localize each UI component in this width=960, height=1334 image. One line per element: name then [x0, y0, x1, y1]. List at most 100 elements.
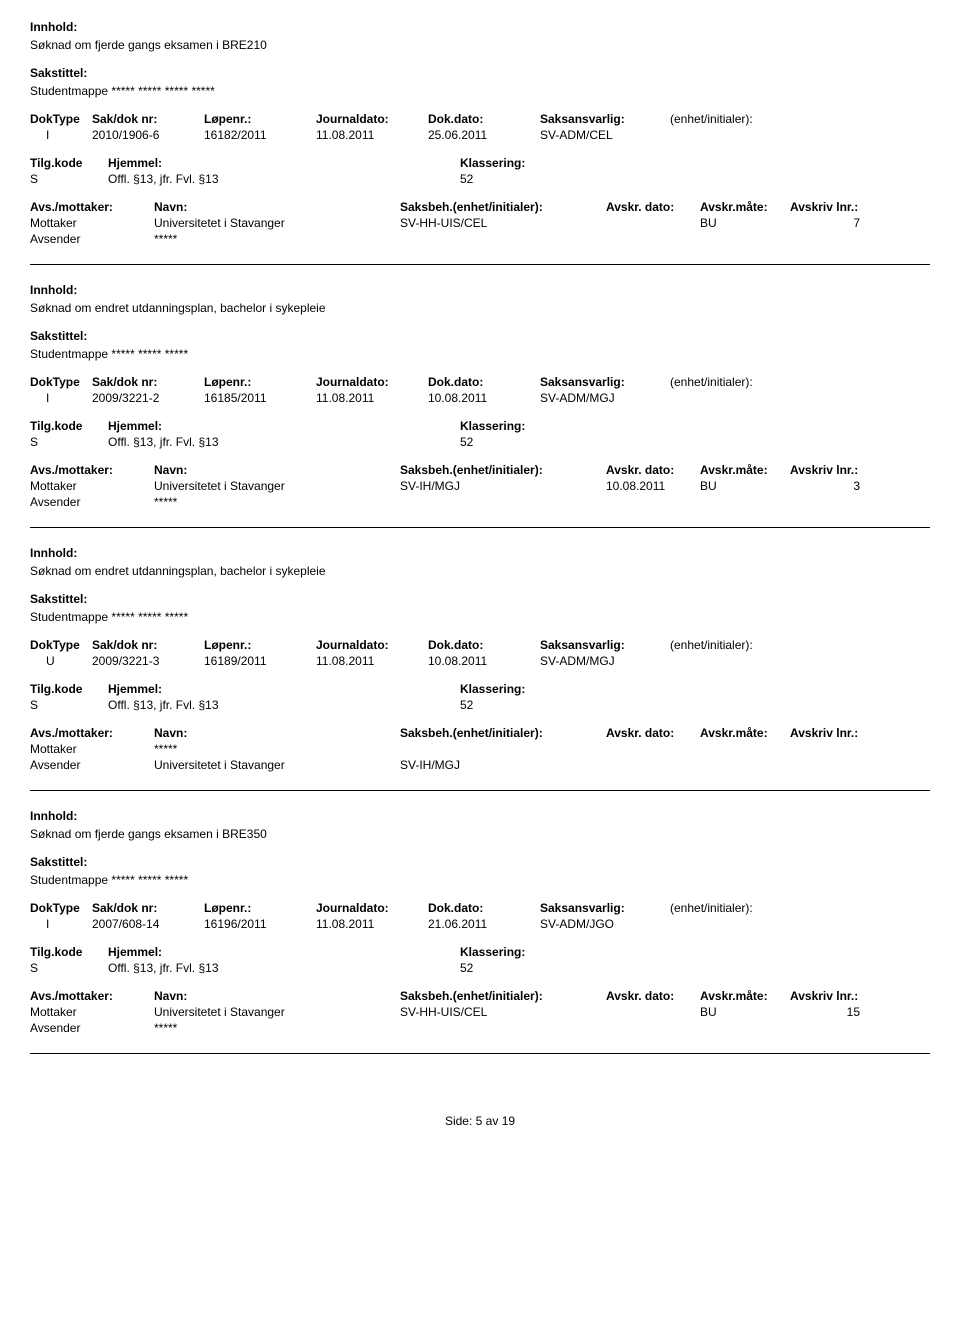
party-role: Avsender [30, 758, 154, 772]
saksansvarlig-label: Saksansvarlig: [540, 112, 670, 126]
saksansvarlig-label: Saksansvarlig: [540, 638, 670, 652]
party-saksbeh [400, 495, 606, 509]
saksansvarlig-label: Saksansvarlig: [540, 901, 670, 915]
sakstittel-label: Sakstittel: [30, 329, 930, 343]
journaldato-value: 11.08.2011 [316, 391, 428, 405]
navn-label: Navn: [154, 989, 400, 1003]
party-role: Avsender [30, 232, 154, 246]
saksbeh-label: Saksbeh.(enhet/initialer): [400, 989, 606, 1003]
tilgkode-label: Tilg.kode [30, 156, 108, 170]
party-navn: Universitetet i Stavanger [154, 479, 400, 493]
avskrmate-label: Avskr.måte: [700, 463, 790, 477]
party-row: Avsender ***** [30, 1021, 930, 1035]
sakstittel-label: Sakstittel: [30, 66, 930, 80]
side-label: Side: [445, 1114, 472, 1128]
party-dato [606, 1021, 700, 1035]
innhold-value: Søknad om endret utdanningsplan, bachelo… [30, 301, 930, 315]
sakstittel-label: Sakstittel: [30, 855, 930, 869]
klassering-label: Klassering: [460, 682, 525, 696]
innhold-value: Søknad om endret utdanningsplan, bachelo… [30, 564, 930, 578]
avskrdato-label: Avskr. dato: [606, 463, 700, 477]
saksansvarlig-label: Saksansvarlig: [540, 375, 670, 389]
party-mate [700, 758, 790, 772]
sakstittel-value: Studentmappe ***** ***** ***** [30, 873, 930, 887]
meta-data-row: I 2009/3221-2 16185/2011 11.08.2011 10.0… [30, 391, 930, 405]
saksansvarlig-value: SV-ADM/MGJ [540, 391, 670, 405]
sakdoknr-label: Sak/dok nr: [92, 638, 204, 652]
avskrivlnr-label: Avskriv lnr.: [790, 989, 880, 1003]
journal-record: Innhold: Søknad om endret utdanningsplan… [30, 546, 930, 772]
dokdato-label: Dok.dato: [428, 375, 540, 389]
enhet-label: (enhet/initialer): [670, 375, 810, 389]
party-row: Mottaker Universitetet i Stavanger SV-HH… [30, 1005, 930, 1019]
tilgkode-value: S [30, 172, 108, 186]
meta-header-row: DokType Sak/dok nr: Løpenr.: Journaldato… [30, 638, 930, 652]
klassering-label: Klassering: [460, 945, 525, 959]
party-role: Mottaker [30, 216, 154, 230]
meta-data-row: U 2009/3221-3 16189/2011 11.08.2011 10.0… [30, 654, 930, 668]
avskrmate-label: Avskr.måte: [700, 726, 790, 740]
journaldato-value: 11.08.2011 [316, 128, 428, 142]
dokdato-value: 21.06.2011 [428, 917, 540, 931]
enhet-label: (enhet/initialer): [670, 112, 810, 126]
party-lnr [790, 1021, 880, 1035]
klassering-label: Klassering: [460, 419, 525, 433]
journaldato-label: Journaldato: [316, 112, 428, 126]
dokdato-label: Dok.dato: [428, 638, 540, 652]
lopenr-value: 16189/2011 [204, 654, 316, 668]
party-header-row: Avs./mottaker: Navn: Saksbeh.(enhet/init… [30, 726, 930, 740]
record-divider [30, 790, 930, 791]
party-role: Mottaker [30, 1005, 154, 1019]
party-mate: BU [700, 216, 790, 230]
avskrmate-label: Avskr.måte: [700, 200, 790, 214]
innhold-value: Søknad om fjerde gangs eksamen i BRE350 [30, 827, 930, 841]
tilg-header-row: Tilg.kode Hjemmel: Klassering: [30, 156, 930, 170]
party-role: Avsender [30, 495, 154, 509]
doktype-value: I [30, 128, 92, 142]
sakstittel-value: Studentmappe ***** ***** ***** [30, 610, 930, 624]
avskrdato-label: Avskr. dato: [606, 200, 700, 214]
tilg-data-row: S Offl. §13, jfr. Fvl. §13 52 [30, 435, 930, 449]
party-row: Avsender Universitetet i Stavanger SV-IH… [30, 758, 930, 772]
hjemmel-value: Offl. §13, jfr. Fvl. §13 [108, 435, 219, 449]
saksansvarlig-value: SV-ADM/CEL [540, 128, 670, 142]
avskrivlnr-label: Avskriv lnr.: [790, 726, 880, 740]
record-divider [30, 264, 930, 265]
journaldato-label: Journaldato: [316, 638, 428, 652]
party-role: Avsender [30, 1021, 154, 1035]
party-row: Mottaker Universitetet i Stavanger SV-IH… [30, 479, 930, 493]
tilgkode-value: S [30, 435, 108, 449]
tilg-header-row: Tilg.kode Hjemmel: Klassering: [30, 945, 930, 959]
hjemmel-value: Offl. §13, jfr. Fvl. §13 [108, 961, 219, 975]
lopenr-label: Løpenr.: [204, 638, 316, 652]
navn-label: Navn: [154, 463, 400, 477]
party-saksbeh: SV-HH-UIS/CEL [400, 216, 606, 230]
party-role: Mottaker [30, 479, 154, 493]
page-number: 5 [476, 1114, 483, 1128]
dokdato-value: 10.08.2011 [428, 391, 540, 405]
navn-label: Navn: [154, 200, 400, 214]
enhet-label: (enhet/initialer): [670, 901, 810, 915]
meta-data-row: I 2010/1906-6 16182/2011 11.08.2011 25.0… [30, 128, 930, 142]
meta-data-row: I 2007/608-14 16196/2011 11.08.2011 21.0… [30, 917, 930, 931]
sak-value: 2010/1906-6 [92, 128, 204, 142]
klassering-value: 52 [460, 172, 473, 186]
tilgkode-value: S [30, 698, 108, 712]
saksbeh-label: Saksbeh.(enhet/initialer): [400, 200, 606, 214]
avskrivlnr-label: Avskriv lnr.: [790, 463, 880, 477]
sakstittel-value: Studentmappe ***** ***** ***** ***** [30, 84, 930, 98]
tilg-data-row: S Offl. §13, jfr. Fvl. §13 52 [30, 961, 930, 975]
saksbeh-label: Saksbeh.(enhet/initialer): [400, 726, 606, 740]
journaldato-label: Journaldato: [316, 901, 428, 915]
innhold-value: Søknad om fjerde gangs eksamen i BRE210 [30, 38, 930, 52]
party-role: Mottaker [30, 742, 154, 756]
lopenr-value: 16182/2011 [204, 128, 316, 142]
party-row: Mottaker ***** [30, 742, 930, 756]
party-mate: BU [700, 479, 790, 493]
avskrdato-label: Avskr. dato: [606, 989, 700, 1003]
party-mate [700, 742, 790, 756]
klassering-value: 52 [460, 435, 473, 449]
party-navn: ***** [154, 1021, 400, 1035]
doktype-label: DokType [30, 112, 92, 126]
lopenr-label: Løpenr.: [204, 112, 316, 126]
